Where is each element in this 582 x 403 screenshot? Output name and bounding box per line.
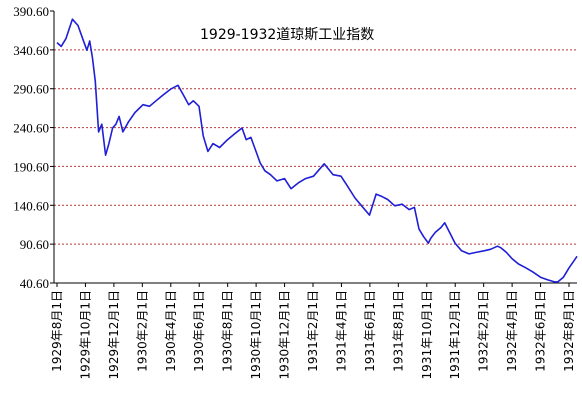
x-tick-label: 1932年6月1日 xyxy=(534,290,548,372)
y-tick-labels: 390.60 340.60 290.60 240.60 190.60 140.60 90.6… xyxy=(13,4,54,291)
x-tick-label: 1929年10月1日 xyxy=(78,290,92,379)
x-tick-label: 1930年10月1日 xyxy=(249,290,263,379)
x-tick-label: 1929年8月1日 xyxy=(50,290,64,372)
x-tick-label: 1932年4月1日 xyxy=(505,290,519,372)
x-tick-label: 1931年8月1日 xyxy=(391,290,405,372)
x-tick-label: 1931年4月1日 xyxy=(334,290,348,372)
plot-frame xyxy=(53,11,577,284)
x-tick-labels: 1929年8月1日 1929年10月1日 1929年12月1日 1930年2月1日 19… xyxy=(50,283,576,379)
y-tick-label: 290.60 xyxy=(13,82,49,97)
x-tick-label: 1931年6月1日 xyxy=(363,290,377,372)
x-tick-label: 1930年4月1日 xyxy=(164,290,178,372)
chart-title: 1929-1932道琼斯工业指数 xyxy=(200,27,374,43)
x-tick-label: 1931年12月1日 xyxy=(448,290,462,379)
x-tick-label: 1931年10月1日 xyxy=(420,290,434,379)
x-tick-label: 1932年2月1日 xyxy=(477,290,491,372)
y-tick-label: 390.60 xyxy=(13,4,49,19)
y-tick-label: 240.60 xyxy=(13,121,49,136)
series-line-dow-jones xyxy=(56,18,578,283)
y-tick-label: 40.60 xyxy=(20,276,49,291)
x-tick-label: 1932年8月1日 xyxy=(562,290,576,372)
x-tick-label: 1930年6月1日 xyxy=(192,290,206,372)
x-tick-label: 1930年8月1日 xyxy=(221,290,235,372)
gridlines xyxy=(54,49,577,245)
y-tick-label: 90.60 xyxy=(20,237,49,252)
x-tick-label: 1929年12月1日 xyxy=(107,290,121,379)
y-tick-label: 140.60 xyxy=(13,198,49,213)
x-tick-label: 1930年2月1日 xyxy=(135,290,149,372)
y-tick-label: 190.60 xyxy=(13,159,49,174)
y-tick-label: 340.60 xyxy=(13,43,49,58)
x-tick-label: 1930年12月1日 xyxy=(278,290,292,379)
x-tick-label: 1931年2月1日 xyxy=(306,290,320,372)
